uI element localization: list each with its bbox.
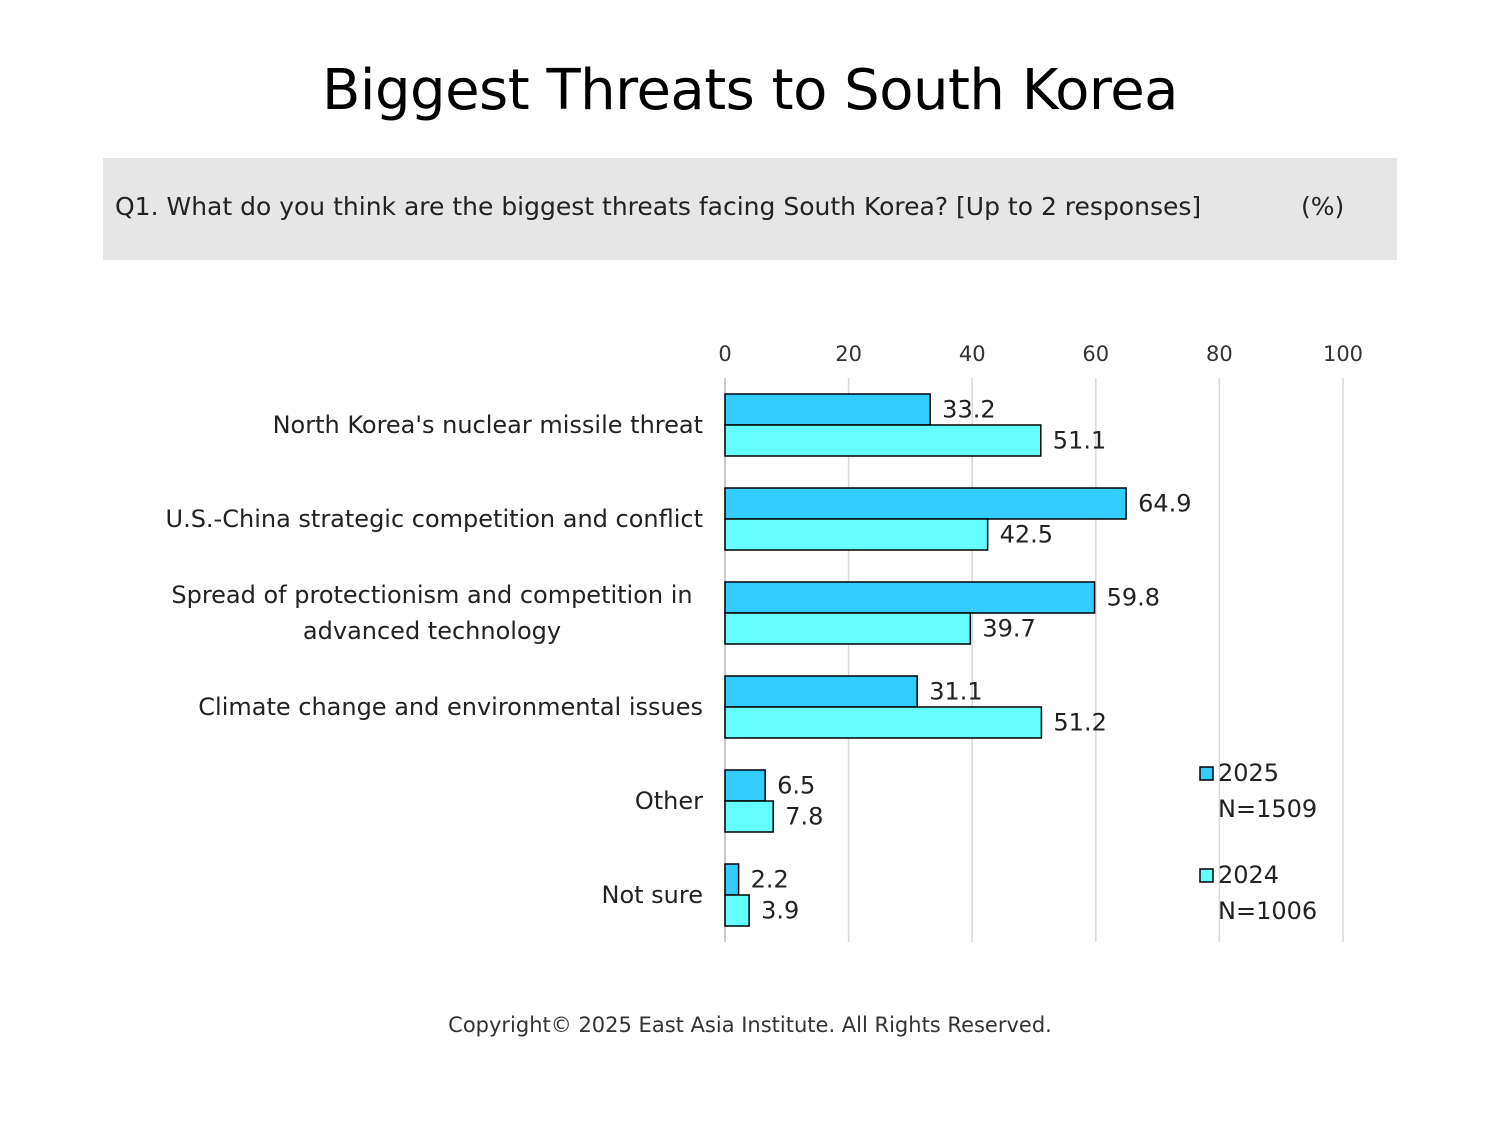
- legend-label: 2025: [1218, 759, 1279, 787]
- bar-2024: [724, 800, 774, 833]
- category-label: Not sure: [602, 881, 704, 909]
- data-label: 2.2: [751, 866, 789, 894]
- copyright-text: Copyright© 2025 East Asia Institute. All…: [448, 1013, 1052, 1037]
- x-tick-label: 0: [718, 342, 731, 366]
- x-tick-label: 40: [959, 342, 986, 366]
- question-box: Q1. What do you think are the biggest th…: [103, 158, 1397, 260]
- category-label: Other: [635, 787, 703, 815]
- bar-2024: [724, 706, 1043, 739]
- data-label: 6.5: [777, 772, 815, 800]
- data-label: 39.7: [982, 615, 1035, 643]
- data-label: 31.1: [929, 678, 982, 706]
- data-label: 7.8: [785, 803, 823, 831]
- question-text: Q1. What do you think are the biggest th…: [115, 192, 1202, 221]
- bar-2024: [724, 894, 750, 927]
- category-label: Spread of protectionism and competition …: [171, 581, 692, 609]
- data-label: 51.2: [1053, 709, 1106, 737]
- legend-label: 2024: [1218, 861, 1279, 889]
- bar-2024: [724, 518, 989, 551]
- category-label: North Korea's nuclear missile threat: [273, 411, 703, 439]
- category-label: advanced technology: [303, 617, 561, 645]
- data-label: 3.9: [761, 897, 799, 925]
- category-label: U.S.-China strategic competition and con…: [166, 505, 704, 533]
- data-label: 64.9: [1138, 490, 1191, 518]
- data-label: 42.5: [1000, 521, 1053, 549]
- x-tick-label: 80: [1206, 342, 1233, 366]
- bar-2025: [724, 393, 931, 426]
- legend-swatch-2025: [1199, 766, 1214, 781]
- x-tick-label: 100: [1323, 342, 1363, 366]
- x-tick-label: 60: [1082, 342, 1109, 366]
- bar-2025: [724, 487, 1127, 520]
- bar-2025: [724, 581, 1096, 614]
- bar-2024: [724, 612, 972, 645]
- legend-swatch-2024: [1199, 868, 1214, 883]
- category-label: Climate change and environmental issues: [198, 693, 703, 721]
- x-tick-label: 20: [835, 342, 862, 366]
- data-label: 59.8: [1107, 584, 1160, 612]
- data-label: 51.1: [1053, 427, 1106, 455]
- bar-2025: [724, 675, 918, 708]
- bar-2024: [724, 424, 1042, 457]
- bar-2025: [724, 769, 766, 802]
- data-label: 33.2: [942, 396, 995, 424]
- legend-sample-size: N=1509: [1218, 795, 1317, 823]
- unit-label: (%): [1301, 192, 1345, 221]
- chart-title: Biggest Threats to South Korea: [322, 58, 1178, 123]
- legend-sample-size: N=1006: [1218, 897, 1317, 925]
- bar-2025: [724, 863, 740, 896]
